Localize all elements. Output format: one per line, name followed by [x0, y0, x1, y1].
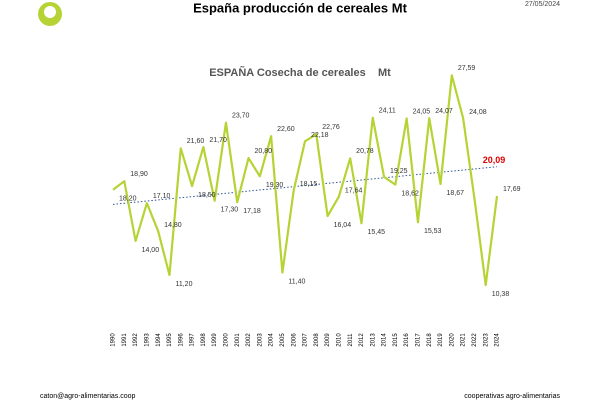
- logo-inner: [44, 6, 56, 18]
- value-label: 24,05: [413, 108, 431, 115]
- value-label: 20,78: [356, 148, 374, 155]
- x-tick-label: 1993: [144, 333, 150, 347]
- x-tick-label: 2018: [427, 333, 433, 347]
- value-label: 22,76: [322, 124, 340, 131]
- x-tick-label: 1991: [122, 333, 128, 347]
- value-label: 21,60: [187, 138, 205, 145]
- x-tick-label: 2012: [359, 333, 365, 347]
- value-label: 14,00: [142, 247, 160, 254]
- value-label: 18,67: [447, 190, 465, 197]
- page-title: España producción de cereales Mt: [193, 0, 408, 15]
- footer-email: caton@agro-alimentarias.coop: [40, 393, 136, 400]
- x-tick-label: 2000: [224, 333, 230, 347]
- value-label: 11,40: [288, 278, 305, 285]
- x-tick-label: 2024: [495, 333, 501, 347]
- x-tick-label: 2014: [382, 333, 388, 347]
- value-label: 17,10: [153, 193, 171, 200]
- x-tick-label: 2003: [257, 333, 263, 347]
- x-tick-label: 1997: [190, 333, 196, 347]
- x-tick-label: 2005: [280, 333, 286, 347]
- x-tick-label: 2008: [314, 333, 320, 347]
- date: 27/05/2024: [525, 1, 560, 8]
- x-tick-label: 2022: [472, 333, 478, 347]
- x-tick-label: 2010: [336, 333, 342, 347]
- footer-org: cooperativas agro-alimentarias: [464, 393, 560, 400]
- value-label: 17,69: [503, 186, 521, 193]
- value-label: 21,70: [209, 137, 227, 144]
- value-label: 19,30: [266, 182, 284, 189]
- value-label: 27,59: [458, 65, 476, 72]
- value-label: 18,50: [198, 192, 216, 199]
- x-tick-label: 2023: [483, 333, 489, 347]
- x-tick-label: 2019: [438, 333, 444, 347]
- value-label: 18,62: [401, 190, 419, 197]
- value-label: 17,18: [243, 208, 261, 215]
- series-line: [112, 74, 499, 287]
- value-label: 18,20: [119, 196, 137, 203]
- x-tick-label: 1990: [111, 333, 117, 347]
- x-tick-label: 2001: [235, 333, 241, 347]
- x-tick-label: 2007: [303, 333, 309, 347]
- value-label: 19,25: [390, 168, 408, 175]
- x-tick-label: 1996: [178, 333, 184, 347]
- value-label: 23,70: [232, 113, 250, 120]
- x-tick-label: 2017: [416, 333, 422, 347]
- value-label: 15,45: [367, 229, 385, 236]
- value-label: 10,38: [492, 291, 510, 298]
- value-label: 11,20: [175, 281, 192, 288]
- x-tick-label: 2015: [393, 333, 399, 347]
- x-tick-label: 1995: [167, 333, 173, 347]
- value-label: 24,11: [379, 108, 396, 115]
- value-label: 24,08: [469, 109, 487, 116]
- value-label: 22,60: [277, 126, 295, 133]
- value-label: 14,80: [164, 222, 182, 229]
- value-label: 15,53: [424, 228, 442, 235]
- x-tick-label: 2009: [325, 333, 331, 347]
- value-label: 20,80: [255, 148, 273, 155]
- value-label: 18,15: [300, 181, 318, 188]
- x-tick-label: 2016: [404, 333, 410, 347]
- x-tick-label: 2004: [269, 333, 275, 347]
- x-tick-label: 1992: [133, 333, 139, 347]
- x-tick-label: 2002: [246, 333, 252, 347]
- x-tick-label: 1998: [201, 333, 207, 347]
- value-label: 17,64: [345, 187, 363, 194]
- value-label: 16,04: [334, 222, 352, 229]
- chart-title: ESPAÑA Cosecha de cereales Mt: [209, 66, 391, 79]
- x-tick-label: 2006: [291, 333, 297, 347]
- x-tick-label: 2013: [370, 333, 376, 347]
- trend-label: 20,09: [483, 155, 506, 165]
- x-tick-label: 1999: [212, 333, 218, 347]
- value-label: 18,90: [130, 171, 148, 178]
- x-tick-label: 2011: [348, 333, 354, 347]
- value-label: 22,18: [311, 132, 329, 139]
- value-label: 24,07: [435, 108, 453, 115]
- x-tick-label: 1994: [156, 333, 162, 347]
- x-tick-label: 2021: [461, 333, 467, 347]
- value-label: 17,30: [221, 207, 239, 214]
- x-tick-label: 2020: [449, 333, 455, 347]
